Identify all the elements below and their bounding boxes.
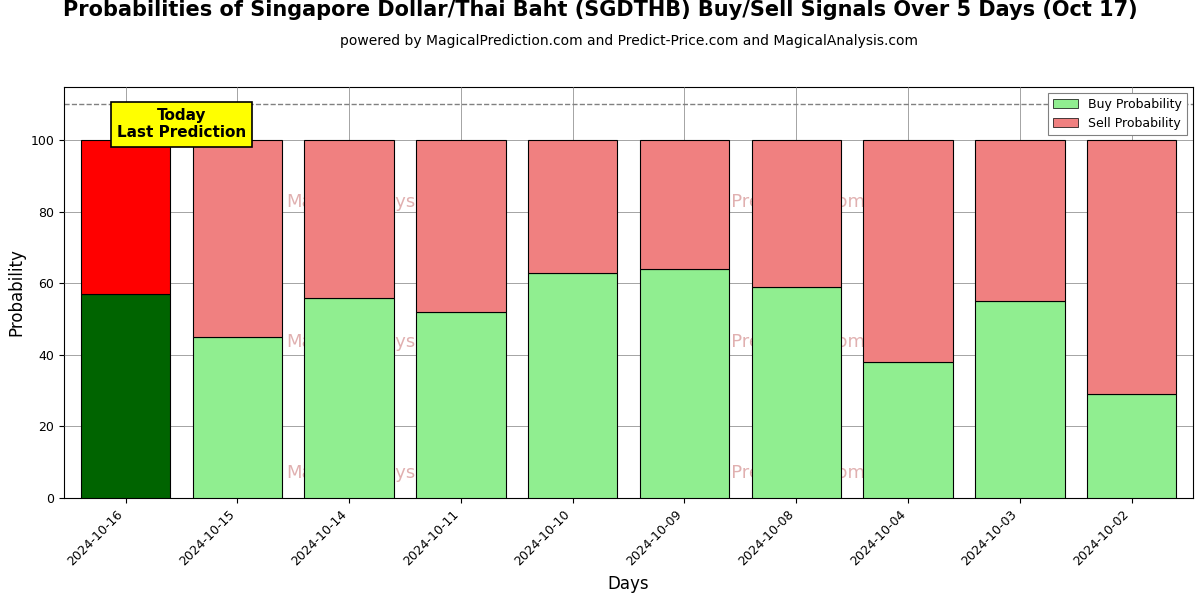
Bar: [1087, 140, 1176, 394]
Bar: [751, 140, 841, 287]
Bar: [416, 312, 505, 498]
X-axis label: Days: Days: [607, 575, 649, 593]
Y-axis label: Probability: Probability: [7, 248, 25, 336]
Bar: [528, 272, 617, 498]
Title: powered by MagicalPrediction.com and Predict-Price.com and MagicalAnalysis.com: powered by MagicalPrediction.com and Pre…: [340, 34, 918, 48]
Legend: Buy Probability, Sell Probability: Buy Probability, Sell Probability: [1048, 93, 1187, 135]
Bar: [193, 337, 282, 498]
Bar: [80, 140, 170, 294]
Bar: [1087, 394, 1176, 498]
Text: MagicalPrediction.com: MagicalPrediction.com: [662, 464, 865, 482]
Text: MagicalAnalysis.com: MagicalAnalysis.com: [287, 193, 474, 211]
Bar: [640, 140, 730, 269]
Text: Probabilities of Singapore Dollar/Thai Baht (SGDTHB) Buy/Sell Signals Over 5 Day: Probabilities of Singapore Dollar/Thai B…: [62, 0, 1138, 20]
Bar: [193, 140, 282, 337]
Bar: [416, 140, 505, 312]
Bar: [528, 140, 617, 272]
Bar: [305, 298, 394, 498]
Text: MagicalPrediction.com: MagicalPrediction.com: [662, 193, 865, 211]
Bar: [976, 140, 1064, 301]
Bar: [751, 287, 841, 498]
Text: MagicalPrediction.com: MagicalPrediction.com: [662, 332, 865, 350]
Text: Today
Last Prediction: Today Last Prediction: [116, 108, 246, 140]
Text: MagicalAnalysis.com: MagicalAnalysis.com: [287, 464, 474, 482]
Bar: [863, 362, 953, 498]
Bar: [640, 269, 730, 498]
Bar: [976, 301, 1064, 498]
Bar: [863, 140, 953, 362]
Text: MagicalAnalysis.com: MagicalAnalysis.com: [287, 332, 474, 350]
Bar: [305, 140, 394, 298]
Bar: [80, 294, 170, 498]
